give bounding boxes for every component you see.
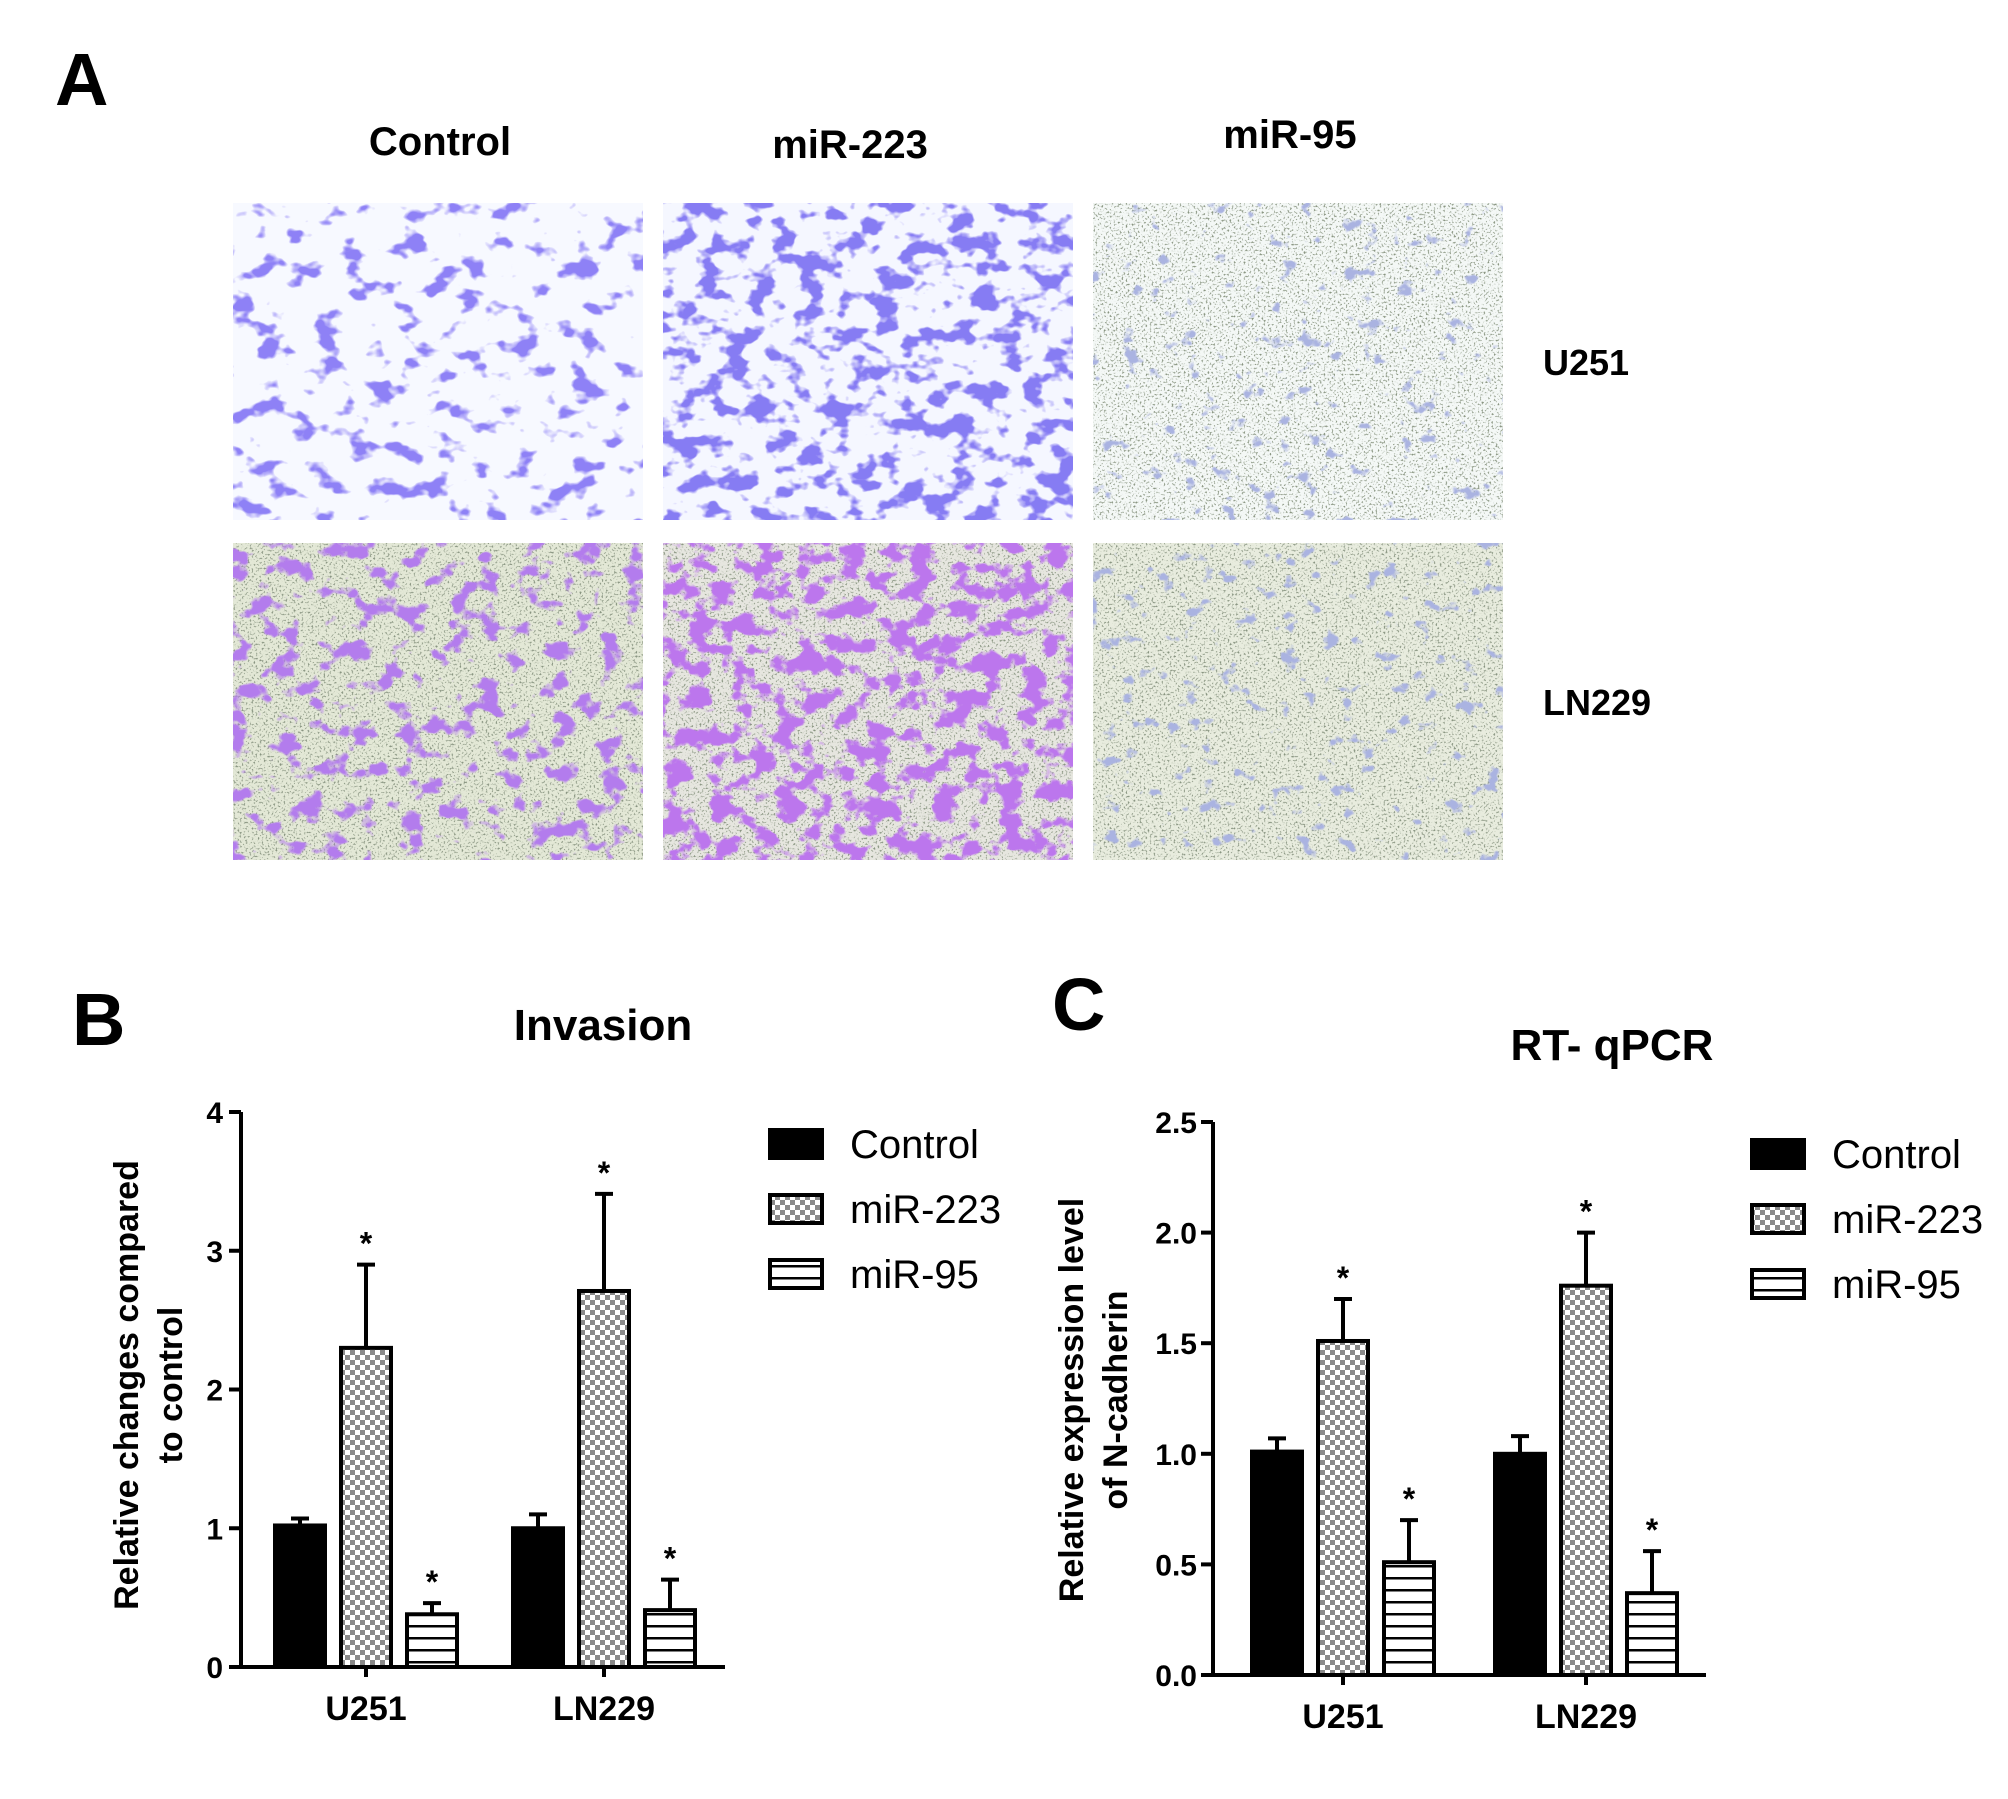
chart-rt-qpcr: RT- qPCR Relative expression level of N-ca…	[1053, 1021, 1983, 1736]
legend-label: miR-223	[1832, 1198, 1983, 1242]
y-tick-label: 2.0	[1155, 1218, 1197, 1251]
y-axis-label: Relative expression level	[1053, 1198, 1091, 1602]
y-tick-label: 4	[206, 1097, 223, 1130]
significance-star: *	[664, 1541, 677, 1577]
chart-title: RT- qPCR	[1511, 1021, 1714, 1070]
row-label-u251: U251	[1543, 342, 1629, 383]
row-label-ln229: LN229	[1543, 682, 1651, 723]
micrograph-ln229-mir-223	[663, 543, 1073, 860]
bar	[273, 1523, 327, 1669]
legend-label: Control	[850, 1123, 979, 1167]
y-axis-label: of N-cadherin	[1097, 1290, 1135, 1509]
micrograph-u251-control	[233, 203, 643, 520]
y-tick-label: 0.0	[1155, 1660, 1197, 1693]
significance-star: *	[1580, 1194, 1593, 1230]
column-label-mir-223: miR-223	[772, 123, 928, 167]
y-tick-label: 0.5	[1155, 1549, 1197, 1582]
y-tick-label: 0	[206, 1652, 223, 1685]
panel-b-letter: B	[72, 978, 125, 1061]
y-axis-label: to control	[152, 1307, 190, 1464]
bar	[577, 1288, 631, 1670]
micrograph-u251-mir-223	[663, 203, 1073, 520]
bar	[1316, 1338, 1370, 1678]
significance-star: *	[1403, 1481, 1416, 1517]
micrograph-ln229-control	[233, 543, 643, 860]
bar	[1382, 1560, 1436, 1677]
legend-label: miR-95	[850, 1253, 979, 1297]
legend-swatch	[768, 1258, 824, 1290]
category-label: LN229	[553, 1690, 655, 1728]
legend-swatch	[1750, 1203, 1806, 1235]
significance-star: *	[1337, 1260, 1350, 1296]
legend-label: miR-95	[1832, 1263, 1961, 1307]
y-tick-label: 1.0	[1155, 1439, 1197, 1472]
legend-swatch	[768, 1128, 824, 1160]
y-tick-label: 3	[206, 1236, 223, 1269]
column-label-control: Control	[369, 120, 511, 164]
bar	[339, 1345, 393, 1669]
category-label: U251	[1302, 1698, 1383, 1736]
legend-label: Control	[1832, 1133, 1961, 1177]
significance-star: *	[360, 1226, 373, 1262]
bar	[1493, 1451, 1547, 1678]
panel-c-letter: C	[1052, 963, 1105, 1046]
category-label: LN229	[1535, 1698, 1637, 1736]
bar	[1559, 1283, 1613, 1677]
panel-a-letter: A	[55, 38, 108, 121]
chart-title: Invasion	[514, 1001, 693, 1050]
significance-star: *	[1646, 1512, 1659, 1548]
bar	[511, 1526, 565, 1669]
bar	[643, 1608, 697, 1670]
legend-swatch	[1750, 1138, 1806, 1170]
column-label-mir-95: miR-95	[1223, 113, 1356, 157]
bar	[405, 1612, 459, 1670]
y-tick-label: 1	[206, 1513, 223, 1546]
legend-swatch	[1750, 1268, 1806, 1300]
y-tick-label: 1.5	[1155, 1328, 1197, 1361]
significance-star: *	[598, 1155, 611, 1191]
micrograph-u251-mir-95	[1093, 203, 1503, 520]
micrograph-ln229-mir-95	[1093, 543, 1503, 860]
significance-star: *	[426, 1564, 439, 1600]
category-label: U251	[325, 1690, 406, 1728]
y-tick-label: 2.5	[1155, 1107, 1197, 1140]
y-tick-label: 2	[206, 1375, 223, 1408]
bar	[1250, 1449, 1304, 1678]
chart-invasion: Invasion Relative changes compared to cont…	[108, 1001, 1001, 1728]
legend-swatch	[768, 1193, 824, 1225]
y-axis-label: Relative changes compared	[108, 1160, 146, 1610]
bar	[1625, 1591, 1679, 1678]
legend-label: miR-223	[850, 1188, 1001, 1232]
